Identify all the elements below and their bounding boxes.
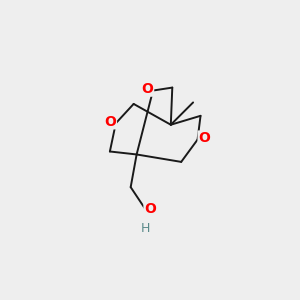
- Text: O: O: [104, 115, 116, 129]
- Text: O: O: [142, 82, 154, 96]
- Text: H: H: [141, 222, 150, 235]
- Text: O: O: [144, 202, 156, 216]
- Text: O: O: [198, 131, 210, 145]
